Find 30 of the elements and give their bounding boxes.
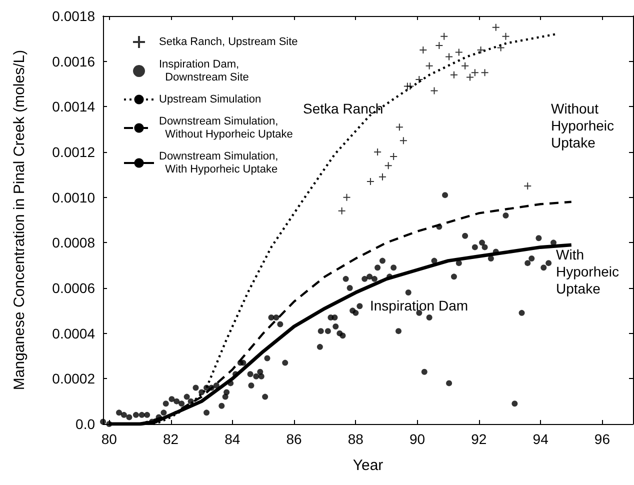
y-tick-label: 0.0008 [52,234,96,251]
annotation: With Hyporheic Uptake [556,246,620,296]
y-tick-label: 0.0018 [52,8,96,24]
x-tick-label: 80 [101,431,118,447]
x-tick-label: 88 [348,431,364,447]
legend-label: Downstream Simulation, Without Hyporheic Uptake [159,116,293,140]
y-tick-label: 0.0010 [52,189,96,206]
legend-label: Upstream Simulation [159,94,262,106]
x-axis-title: Year [352,457,384,474]
annotation: Without Hyporheic Uptake [551,100,614,150]
x-tick-label: 92 [471,431,487,447]
y-tick-label: 0.0 [76,416,96,432]
y-tick-label: 0.0002 [52,370,96,387]
y-tick-label: 0.0016 [52,53,96,70]
legend-label: Setka Ranch, Upstream Site [159,36,298,48]
y-tick-label: 0.0012 [52,144,96,160]
x-tick-label: 84 [224,431,240,447]
annotation: Inspiration Dam [370,298,468,314]
y-tick-label: 0.0014 [52,98,96,115]
legend-label: Downstream Simulation, With Hyporheic Uptake [159,150,278,176]
legend-label: Inspiration Dam, Downstream Site [159,58,249,84]
x-tick-label: 90 [410,431,426,447]
x-tick-label: 82 [163,431,179,447]
y-axis-title: Manganese Concentration in Pinal Creek (moles/L) [11,50,28,390]
x-tick-label: 94 [532,431,549,447]
annotation: Setka Ranch [303,100,384,116]
x-tick-label: 86 [286,431,302,447]
y-tick-label: 0.0006 [52,280,96,296]
y-tick-label: 0.0004 [52,325,96,342]
x-tick-label: 96 [594,431,610,447]
